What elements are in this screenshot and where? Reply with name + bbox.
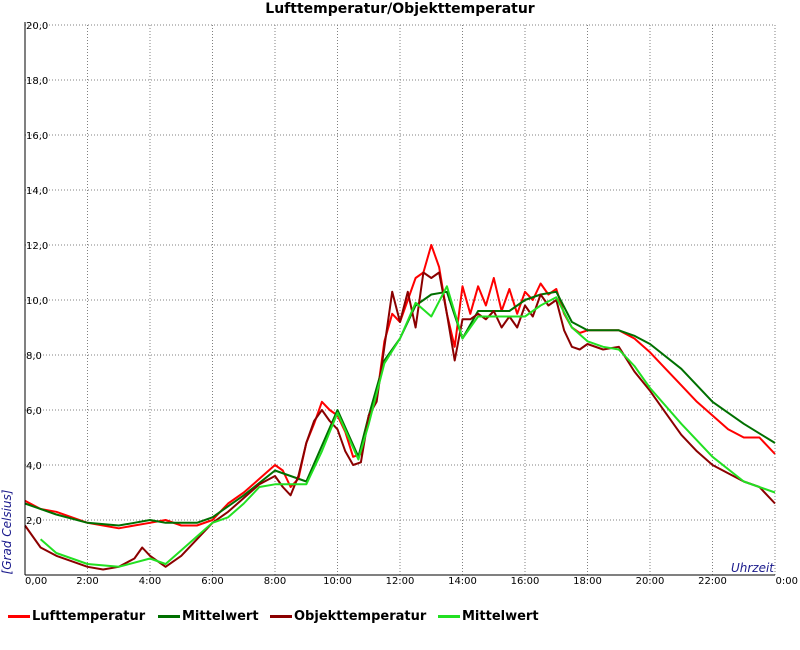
legend-item-3: Mittelwert	[438, 606, 539, 626]
series-layer	[24, 244, 776, 571]
y-tick-label-7: 16,0	[26, 131, 48, 142]
y-tick-label-8: 18,0	[26, 76, 48, 87]
y-axis-label: [Grad Celsius]	[0, 489, 14, 574]
series-line-2	[24, 271, 776, 571]
y-tick-label-3: 8,0	[26, 351, 42, 362]
y-tick-label-2: 6,0	[26, 406, 42, 417]
y-tick-label-4: 10,0	[26, 296, 48, 307]
legend-label-0: Lufttemperatur	[32, 608, 146, 624]
legend-label-3: Mittelwert	[462, 608, 539, 624]
chart-title: Lufttemperatur/Objekttemperatur	[265, 1, 535, 17]
x-tick-label-3: 6:00	[201, 576, 223, 587]
legend-swatch-1	[158, 614, 180, 618]
legend-item-1: Mittelwert	[158, 606, 259, 626]
x-tick-label-10: 20:00	[636, 576, 665, 587]
legend-label-2: Objekttemperatur	[294, 608, 427, 624]
y-tick-label-6: 14,0	[26, 186, 48, 197]
legend-item-2: Objekttemperatur	[270, 606, 426, 626]
y-tick-label-1: 4,0	[26, 461, 42, 472]
series-line-3	[39, 285, 776, 568]
legend-swatch-0	[8, 614, 30, 618]
x-tick-label-7: 14:00	[448, 576, 477, 587]
x-tick-label-9: 18:00	[573, 576, 602, 587]
chart-legend: Lufttemperatur Mittelwert Objekttemperatur…	[0, 606, 800, 628]
x-tick-label-12: 0:00	[776, 576, 798, 587]
x-tick-label-8: 16:00	[511, 576, 540, 587]
y-tick-label-0: 2,0	[26, 516, 42, 527]
x-axis-label: Uhrzeit	[731, 561, 775, 575]
grid-layer	[25, 24, 776, 575]
x-tick-label-0: 0,00	[25, 576, 47, 587]
series-line-0	[24, 244, 776, 530]
x-tick-label-2: 4:00	[139, 576, 161, 587]
plot-frame	[24, 22, 775, 576]
y-tick-label-9: 20,0	[26, 21, 48, 32]
x-tick-label-6: 12:00	[386, 576, 415, 587]
legend-swatch-2	[270, 614, 292, 618]
y-tick-label-5: 12,0	[26, 241, 48, 252]
legend-item-0: Lufttemperatur	[8, 606, 145, 626]
x-tick-label-11: 22:00	[698, 576, 727, 587]
legend-swatch-3	[438, 614, 460, 618]
tick-labels: 2,0 4,0 6,0 8,0 10,0 12,0 14,0 16,0 18,0 20,0 0,00…	[25, 21, 798, 587]
x-tick-label-5: 10:00	[323, 576, 352, 587]
legend-label-1: Mittelwert	[182, 608, 259, 624]
x-tick-label-1: 2:00	[76, 576, 98, 587]
x-tick-label-4: 8:00	[264, 576, 286, 587]
